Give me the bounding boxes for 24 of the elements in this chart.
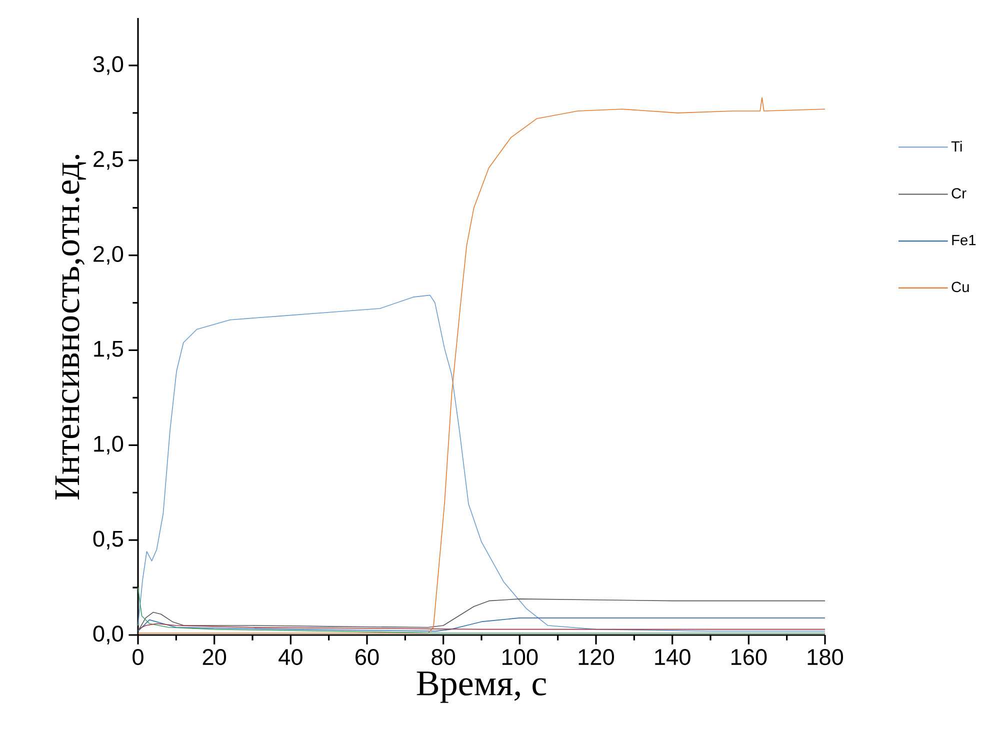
y-tick-label: 1,5: [94, 340, 123, 360]
x-tick-label: 100: [502, 649, 538, 666]
y-tick-label: 3,0: [93, 56, 124, 75]
x-tick-label: 60: [356, 649, 379, 666]
x-tick-label: 20: [202, 649, 226, 666]
legend-label: Cr: [952, 188, 966, 199]
y-tick-label: 0,0: [93, 626, 124, 644]
x-tick-label: 160: [731, 649, 767, 666]
x-axis-title: Время, с: [416, 672, 546, 703]
line-series: [138, 294, 826, 632]
x-tick-label: 120: [578, 649, 614, 666]
y-tick-label: 0,5: [93, 530, 123, 550]
x-tick-label: 180: [808, 649, 844, 666]
y-axis-title: Интенсивность,отн.ед.: [55, 154, 86, 500]
y-tick-label: 2,5: [94, 151, 123, 170]
legend-label: Fe1: [952, 235, 976, 246]
legend-label: Cu: [952, 282, 969, 292]
x-tick-label: 140: [655, 649, 690, 666]
x-tick-label: 80: [432, 649, 456, 666]
y-tick-label: 2,0: [94, 246, 124, 265]
legend-label: Ti: [951, 140, 962, 152]
x-tick-label: 0: [132, 649, 144, 666]
y-tick-label: 1,0: [94, 436, 124, 455]
x-tick-label: 40: [278, 649, 302, 666]
